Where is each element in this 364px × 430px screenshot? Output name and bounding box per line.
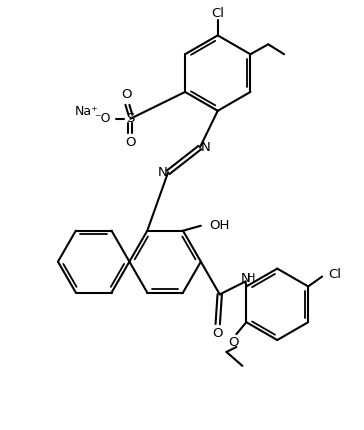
- Text: Cl: Cl: [211, 7, 224, 20]
- Text: S: S: [126, 112, 135, 125]
- Text: ⁻O: ⁻O: [94, 112, 111, 125]
- Text: N: N: [201, 141, 211, 154]
- Text: N: N: [157, 166, 167, 179]
- Text: O: O: [213, 327, 223, 340]
- Text: N: N: [241, 272, 250, 285]
- Text: O: O: [121, 89, 132, 101]
- Text: H: H: [247, 273, 256, 283]
- Text: OH: OH: [209, 219, 229, 232]
- Text: Cl: Cl: [328, 268, 341, 281]
- Text: Na⁺: Na⁺: [75, 105, 99, 118]
- Text: O: O: [228, 335, 239, 349]
- Text: O: O: [125, 136, 136, 149]
